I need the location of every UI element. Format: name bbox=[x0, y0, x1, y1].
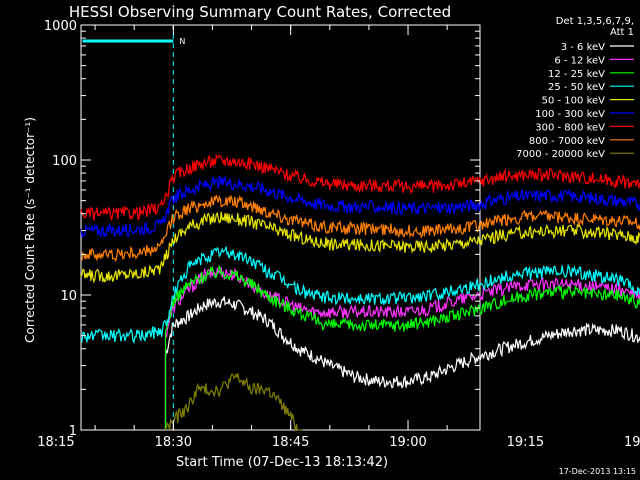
series-layer bbox=[80, 153, 640, 433]
series-line bbox=[80, 194, 640, 263]
legend-entry-label: 6 - 12 keV bbox=[554, 55, 605, 66]
x-tick-label: 19:00 bbox=[389, 435, 426, 450]
series-line bbox=[80, 211, 640, 284]
chart-title: HESSI Observing Summary Count Rates, Cor… bbox=[69, 3, 451, 21]
legend-entry-label: 100 - 300 keV bbox=[535, 109, 605, 120]
series-line bbox=[164, 265, 640, 430]
timestamp: 17-Dec-2013 13:15 bbox=[559, 467, 636, 476]
series-line bbox=[164, 296, 640, 430]
y-tick-label: 1000 bbox=[44, 19, 77, 34]
attenuator-label: N bbox=[179, 37, 185, 46]
legend-entry-label: 25 - 50 keV bbox=[548, 82, 605, 93]
series-line bbox=[80, 175, 640, 239]
series-line bbox=[164, 373, 303, 433]
series-line bbox=[164, 267, 640, 430]
x-axis-label: Start Time (07-Dec-13 18:13:42) bbox=[176, 455, 388, 470]
x-tick-label: 19:30 bbox=[624, 435, 640, 450]
series-line bbox=[80, 153, 640, 222]
legend-entry-label: 3 - 6 keV bbox=[561, 42, 605, 53]
legend-entry-label: 300 - 800 keV bbox=[535, 122, 605, 133]
plot-axes bbox=[80, 24, 481, 431]
legend-entry-label: 800 - 7000 keV bbox=[529, 136, 605, 147]
legend-entry-label: 50 - 100 keV bbox=[542, 96, 606, 107]
axis-ticks: 18:1518:3018:4519:0019:1519:3019:4511010… bbox=[37, 19, 640, 450]
x-tick-label: 18:15 bbox=[37, 435, 74, 450]
y-tick-label: 10 bbox=[60, 289, 77, 304]
legend-header: Det 1,3,5,6,7,9, bbox=[556, 16, 634, 27]
legend-header: Att 1 bbox=[610, 27, 634, 38]
x-tick-label: 18:30 bbox=[155, 435, 192, 450]
observation-markers: N bbox=[82, 25, 185, 430]
legend-entry-label: 12 - 25 keV bbox=[548, 69, 605, 80]
y-tick-label: 100 bbox=[52, 154, 77, 169]
legend-entry-label: 7000 - 20000 keV bbox=[516, 149, 605, 160]
x-tick-label: 19:15 bbox=[507, 435, 544, 450]
y-tick-label: 1 bbox=[69, 424, 77, 439]
series-line bbox=[80, 246, 640, 345]
plot-frame bbox=[80, 24, 481, 431]
x-tick-label: 18:45 bbox=[272, 435, 309, 450]
legend: Det 1,3,5,6,7,9,Att 1 3 - 6 keV 6 - 12 keV… bbox=[516, 16, 634, 160]
y-axis-label: Corrected Count Rate (s⁻¹ detector⁻¹) bbox=[23, 117, 37, 343]
